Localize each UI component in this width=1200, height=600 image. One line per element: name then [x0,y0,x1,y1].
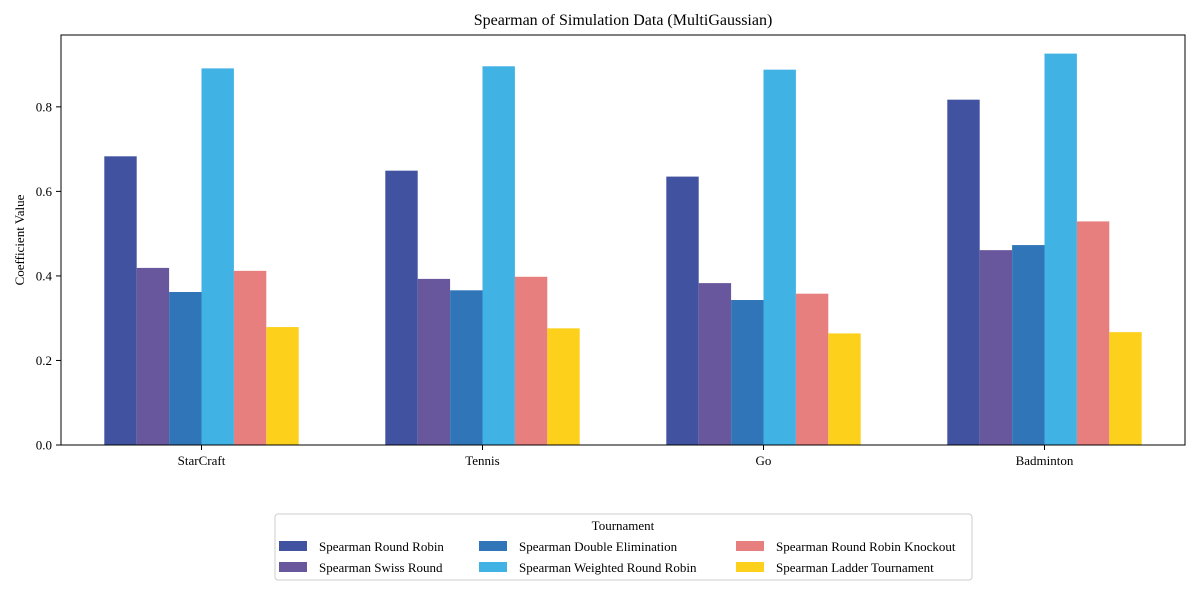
x-tick-label: StarCraft [178,453,226,468]
bar-spearman-ladder-tournament-badminton [1109,332,1142,445]
legend-swatch [736,541,764,551]
bar-spearman-ladder-tournament-go [828,333,861,445]
bar-spearman-double-elimination-badminton [1012,245,1045,445]
bar-spearman-round-robin-knockout-tennis [514,276,548,445]
legend-label: Spearman Ladder Tournament [776,560,934,575]
bar-spearman-double-elimination-go [731,300,764,445]
bar-spearman-round-robin-badminton [947,99,980,446]
bar-spearman-round-robin-tennis [385,170,418,445]
bar-spearman-double-elimination-starcraft [169,291,202,445]
y-axis-label: Coefficient Value [12,194,27,285]
y-tick-label: 0.6 [36,184,53,199]
legend-label: Spearman Double Elimination [519,539,678,554]
y-tick-label: 0.2 [36,353,52,368]
legend-swatch [479,562,507,572]
bar-spearman-ladder-tournament-starcraft [266,327,299,445]
bar-spearman-swiss-round-badminton [979,250,1013,445]
x-axis: StarCraft Tennis Go Badminton [178,445,1074,468]
x-tick-label: Tennis [465,453,499,468]
bar-spearman-swiss-round-starcraft [136,267,170,445]
bar-spearman-weighted-round-robin-tennis [482,66,515,445]
legend-label: Spearman Weighted Round Robin [519,560,697,575]
x-tick-label: Badminton [1016,453,1074,468]
bar-spearman-round-robin-go [666,176,699,445]
legend-frame [274,513,973,581]
plot-frame [60,34,1186,446]
bar-spearman-round-robin-knockout-starcraft [233,270,267,445]
legend-title: Tournament [592,518,655,533]
legend-label: Spearman Round Robin [319,539,444,554]
bar-spearman-swiss-round-go [698,283,732,445]
bar-spearman-round-robin-knockout-badminton [1076,221,1110,445]
legend-swatch [479,541,507,551]
legend-label: Spearman Swiss Round [319,560,443,575]
bar-spearman-ladder-tournament-tennis [547,328,580,445]
bar-spearman-round-robin-starcraft [104,156,137,445]
bar-spearman-round-robin-knockout-go [795,293,829,445]
bar-spearman-weighted-round-robin-starcraft [201,68,234,445]
bar-spearman-swiss-round-tennis [417,278,451,445]
chart-title: Spearman of Simulation Data (MultiGaussi… [474,12,773,29]
bar-spearman-weighted-round-robin-go [763,69,796,445]
y-axis: 0.0 0.2 0.4 0.6 0.8 [36,99,61,453]
legend-label: Spearman Round Robin Knockout [776,539,956,554]
legend-items: Spearman Round Robin Spearman Swiss Round… [279,539,956,575]
legend-swatch [736,562,764,572]
y-tick-label: 0.8 [36,99,52,114]
legend-swatch [279,562,307,572]
bar-spearman-weighted-round-robin-badminton [1044,53,1077,445]
y-tick-label: 0.4 [36,268,53,283]
bar-spearman-double-elimination-tennis [450,290,483,445]
legend: Tournament Spearman Round RobinSpearman … [274,513,973,581]
bars-group [104,53,1142,446]
y-tick-label: 0.0 [36,438,52,453]
legend-swatch [279,541,307,551]
x-tick-label: Go [756,453,772,468]
